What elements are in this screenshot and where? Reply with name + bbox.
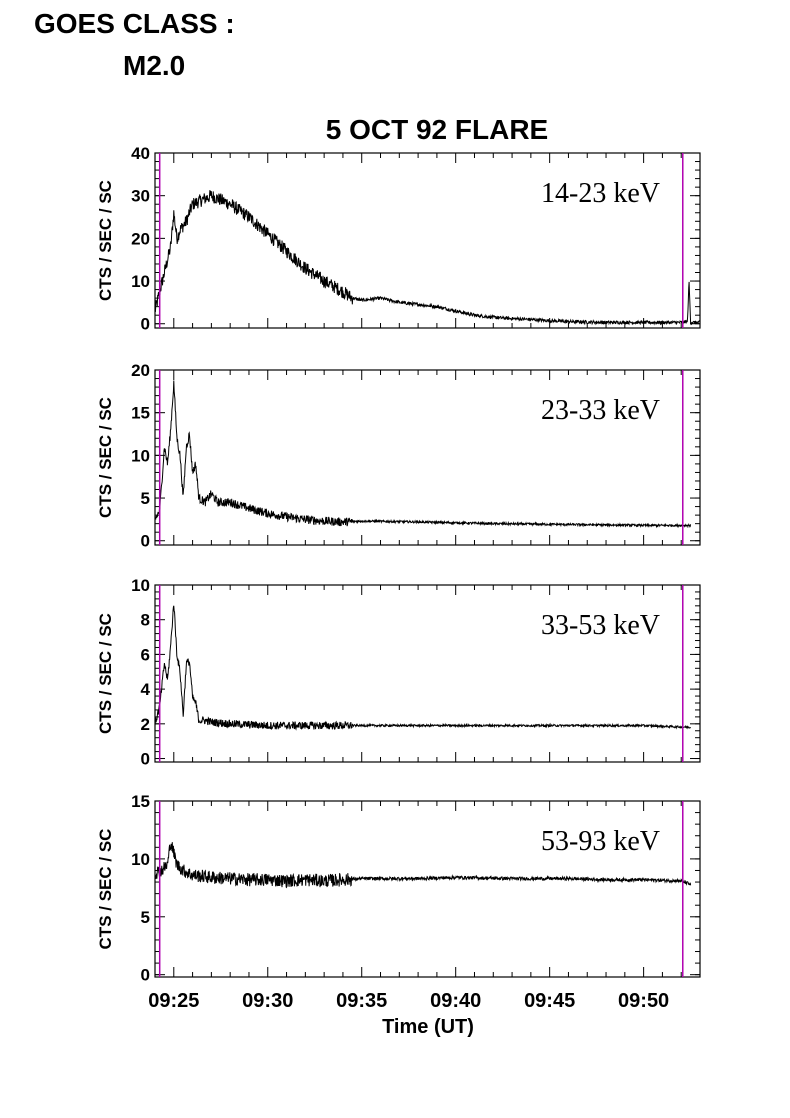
y-tick-label: 10: [131, 446, 150, 465]
panel-3: 10 8 6 4 2 0 CTS / SEC / SC 33-53 keV: [96, 576, 701, 769]
y-axis-label: CTS / SEC / SC: [96, 613, 115, 734]
y-tick-label: 15: [131, 792, 150, 811]
y-axis-label: CTS / SEC / SC: [96, 397, 115, 518]
data-trace: [154, 842, 692, 889]
panel-4: 15 10 5 0 CTS / SEC / SC 53-93 keV: [96, 792, 701, 985]
energy-band-label: 23-33 keV: [541, 395, 660, 426]
y-tick-label: 6: [141, 645, 150, 664]
y-tick-label: 10: [131, 272, 150, 291]
y-tick-label: 4: [141, 680, 151, 699]
energy-band-label: 14-23 keV: [541, 178, 660, 209]
y-tick-label: 10: [131, 850, 150, 869]
panel-1: 40 30 20 10 0 CTS / SEC / SC 14-23 keV: [96, 144, 701, 334]
y-axis-label: CTS / SEC / SC: [96, 180, 115, 301]
x-tick-label: 09:45: [524, 990, 575, 1012]
y-tick-label: 0: [141, 532, 150, 551]
y-tick-label: 0: [141, 750, 150, 769]
y-axis-label: CTS / SEC / SC: [96, 829, 115, 950]
data-trace: [154, 605, 692, 731]
x-tick-label: 09:25: [148, 990, 199, 1012]
data-trace: [154, 380, 692, 529]
panel-frame: [154, 800, 701, 978]
y-tick-label: 0: [141, 966, 150, 985]
y-tick-label: 2: [141, 715, 150, 734]
x-tick-label: 09:40: [430, 990, 481, 1012]
energy-band-label: 33-53 keV: [541, 610, 660, 641]
y-tick-label: 30: [131, 187, 150, 206]
x-tick-label: 09:35: [336, 990, 387, 1012]
energy-band-label: 53-93 keV: [541, 826, 660, 857]
y-tick-label: 8: [141, 611, 150, 630]
chart-title: 5 OCT 92 FLARE: [326, 114, 548, 145]
y-tick-label: 0: [141, 315, 150, 334]
data-trace: [154, 190, 701, 326]
y-tick-label: 10: [131, 576, 150, 595]
y-tick-label: 40: [131, 144, 150, 163]
y-tick-label: 15: [131, 404, 150, 423]
panel-frame: [154, 584, 701, 763]
goes-class-label: GOES CLASS :: [34, 8, 235, 39]
panel-2: 20 15 10 5 0 CTS / SEC / SC 23-33 keV: [96, 361, 701, 551]
goes-class-value: M2.0: [123, 50, 186, 81]
y-tick-label: 20: [131, 229, 150, 248]
panel-frame: [154, 152, 701, 329]
y-tick-label: 20: [131, 361, 150, 380]
x-tick-label: 09:30: [242, 990, 293, 1012]
y-tick-label: 5: [141, 908, 150, 927]
y-tick-label: 5: [141, 489, 150, 508]
panel-frame: [154, 369, 701, 546]
x-axis-label: Time (UT): [382, 1016, 474, 1038]
x-tick-label: 09:50: [618, 990, 669, 1012]
